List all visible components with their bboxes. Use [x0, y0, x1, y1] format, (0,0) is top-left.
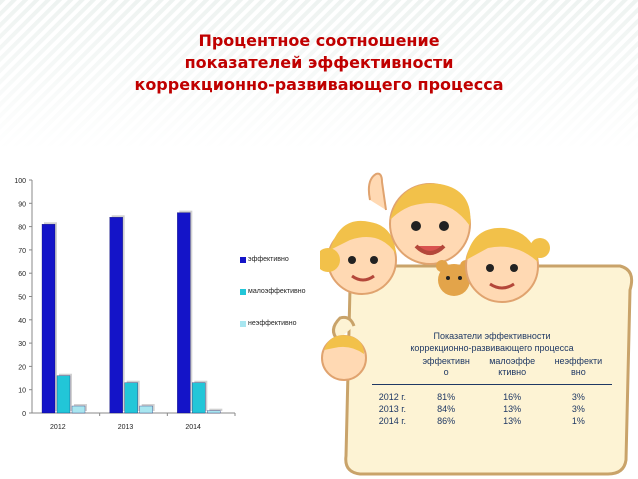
x-tick-label: 2013	[118, 424, 134, 431]
bar-shadow	[209, 408, 223, 411]
legend-item-effective: эффективно	[240, 256, 289, 263]
table-caption-line-2: коррекционно-развивающего процесса	[410, 343, 574, 353]
bar	[109, 217, 123, 414]
legend-item-not-effective: неэффективно	[240, 320, 296, 327]
legend-swatch-not-effective	[240, 320, 246, 327]
legend-item-low-effective: малоэффективно	[240, 288, 305, 295]
legend-swatch-low-effective	[240, 288, 246, 295]
bar	[139, 405, 153, 414]
header-low-effective: малоэффе ктивно	[489, 356, 536, 377]
legend-swatch-effective	[240, 256, 246, 263]
y-tick-label: 60	[18, 271, 26, 278]
legend-label-not-effective: неэффективно	[248, 320, 297, 327]
bar	[41, 224, 56, 414]
table-row: 2012 г. 81% 16% 3%	[372, 385, 612, 404]
cell-year: 2014 г.	[378, 416, 406, 426]
y-tick-label: 0	[22, 411, 26, 418]
title-line-1: Процентное соотношение	[198, 31, 440, 50]
children-illustration-icon	[320, 172, 634, 476]
cell-effective: 84%	[437, 404, 456, 414]
bar	[192, 382, 206, 414]
cell-low-effective: 16%	[503, 392, 522, 402]
legend-label-low-effective: малоэффективно	[248, 288, 306, 295]
cell-not-effective: 1%	[571, 416, 585, 426]
title-line-3: коррекционно-развивающего процесса	[134, 75, 504, 94]
bar	[177, 212, 191, 414]
bar	[56, 375, 71, 414]
cell-year: 2013 г.	[378, 404, 406, 414]
cell-not-effective: 3%	[571, 404, 585, 414]
header-not-effective: неэффекти вно	[554, 356, 603, 377]
y-tick-label: 100	[14, 178, 26, 185]
table-row: 2013 г. 84% 13% 3%	[372, 403, 612, 415]
header-year	[372, 356, 413, 385]
striped-background	[0, 0, 638, 150]
efficiency-table: Показатели эффективности коррекционно-ра…	[372, 330, 612, 427]
bar	[124, 382, 138, 414]
y-tick-label: 10	[18, 388, 26, 395]
table-header-row: эффективн о малоэффе ктивно неэффекти вн…	[372, 356, 612, 385]
y-tick-label: 90	[18, 201, 26, 208]
y-tick-label: 70	[18, 248, 26, 255]
y-tick-label: 30	[18, 341, 26, 348]
x-tick-label: 2012	[50, 424, 66, 431]
table-caption-line-1: Показатели эффективности	[433, 331, 551, 341]
cell-effective: 81%	[437, 392, 456, 402]
bar	[207, 410, 221, 414]
bar	[71, 405, 86, 414]
cell-low-effective: 13%	[503, 416, 522, 426]
legend-label-effective: эффективно	[248, 256, 289, 263]
header-effective: эффективн о	[422, 356, 470, 377]
bar-chart: 0 10 20 30 40 50 60 70 80 90 100 2012 2013 2014	[14, 178, 236, 431]
y-tick-label: 20	[18, 364, 26, 371]
cell-low-effective: 13%	[503, 404, 522, 414]
y-tick-label: 80	[18, 225, 26, 232]
y-tick-label: 40	[18, 318, 26, 325]
table-row: 2014 г. 86% 13% 1%	[372, 415, 612, 427]
efficiency-grid: эффективн о малоэффе ктивно неэффекти вн…	[372, 356, 612, 427]
cell-year: 2012 г.	[378, 392, 406, 402]
page-title: Процентное соотношение показателей эффек…	[0, 30, 638, 96]
cell-effective: 86%	[437, 416, 456, 426]
x-tick-label: 2014	[185, 424, 201, 431]
title-line-2: показателей эффективности	[184, 53, 454, 72]
y-tick-label: 50	[18, 295, 26, 302]
cell-not-effective: 3%	[571, 392, 585, 402]
